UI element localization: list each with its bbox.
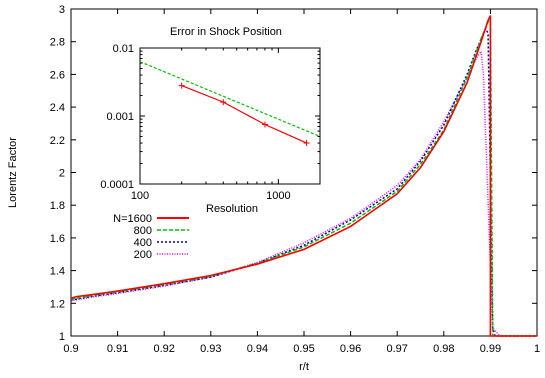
x-tick-label: 0.97 [386, 343, 407, 355]
main-x-tick-labels: 0.9 0.91 0.92 0.93 0.94 0.95 0.96 0.97 0.98 0.99 1 [63, 343, 540, 355]
y-tick-label: 1.4 [50, 266, 65, 278]
y-tick-label: 2.8 [50, 37, 65, 49]
legend-label: N=1600 [113, 213, 152, 225]
inset-x-tick-label: 100 [131, 190, 149, 202]
inset-series-lines [139, 61, 321, 147]
legend-label: 400 [134, 237, 152, 249]
main-y-tick-labels: 1 1.2 1.4 1.6 1.8 2 2.2 2.4 2.6 2.8 3 [50, 4, 65, 343]
inset-title: Error in Shock Position [170, 26, 282, 38]
x-tick-label: 0.99 [480, 343, 501, 355]
legend-label: 200 [134, 249, 152, 261]
x-tick-label: 0.96 [340, 343, 361, 355]
y-tick-label: 2.2 [50, 135, 65, 147]
series-line-n1600 [70, 15, 537, 337]
inset-reference-line [139, 61, 321, 138]
inset-y-tick-label: 0.001 [106, 111, 134, 123]
main-series-lines [70, 15, 537, 337]
inset-x-axis-title: Resolution [206, 203, 258, 215]
inset-x-tick-label: 1000 [266, 190, 290, 202]
inset-plot: 100 1000 0.0001 0.001 0.01 Error in Shock P… [100, 23, 330, 215]
inset-y-tick-label: 0.01 [113, 43, 134, 55]
y-tick-label: 1 [59, 331, 65, 343]
x-tick-label: 0.92 [153, 343, 174, 355]
x-tick-label: 0.9 [63, 343, 78, 355]
inset-tick-marks [139, 47, 321, 185]
inset-x-tick-labels: 100 1000 [131, 190, 291, 202]
inset-error-line [181, 85, 307, 144]
legend-label: 800 [134, 225, 152, 237]
x-tick-label: 0.95 [293, 343, 314, 355]
inset-error-marker [261, 121, 268, 128]
x-axis-title: r/t [299, 361, 309, 373]
y-tick-label: 2.4 [50, 102, 65, 114]
y-tick-label: 1.6 [50, 233, 65, 245]
inset-error-marker [178, 82, 185, 89]
inset-background [100, 23, 330, 204]
y-tick-label: 2.6 [50, 69, 65, 81]
series-line-200 [70, 49, 537, 337]
inset-error-marker [303, 140, 310, 147]
x-tick-label: 0.94 [247, 343, 268, 355]
inset-y-tick-label: 0.0001 [100, 179, 134, 191]
x-tick-label: 0.98 [433, 343, 454, 355]
y-tick-label: 1.2 [50, 298, 65, 310]
y-tick-label: 2 [59, 168, 65, 180]
x-tick-label: 1 [534, 343, 540, 355]
x-tick-label: 0.93 [200, 343, 221, 355]
y-tick-label: 1.8 [50, 200, 65, 212]
y-tick-label: 3 [59, 4, 65, 16]
inset-error-marker [220, 99, 227, 106]
series-line-400 [70, 26, 537, 337]
x-tick-label: 0.91 [107, 343, 128, 355]
y-axis-title: Lorentz Factor [7, 137, 19, 208]
inset-y-tick-labels: 0.0001 0.001 0.01 [100, 43, 134, 191]
main-plot: 0.9 0.91 0.92 0.93 0.94 0.95 0.96 0.97 0.98 0.99 1… [7, 4, 540, 373]
